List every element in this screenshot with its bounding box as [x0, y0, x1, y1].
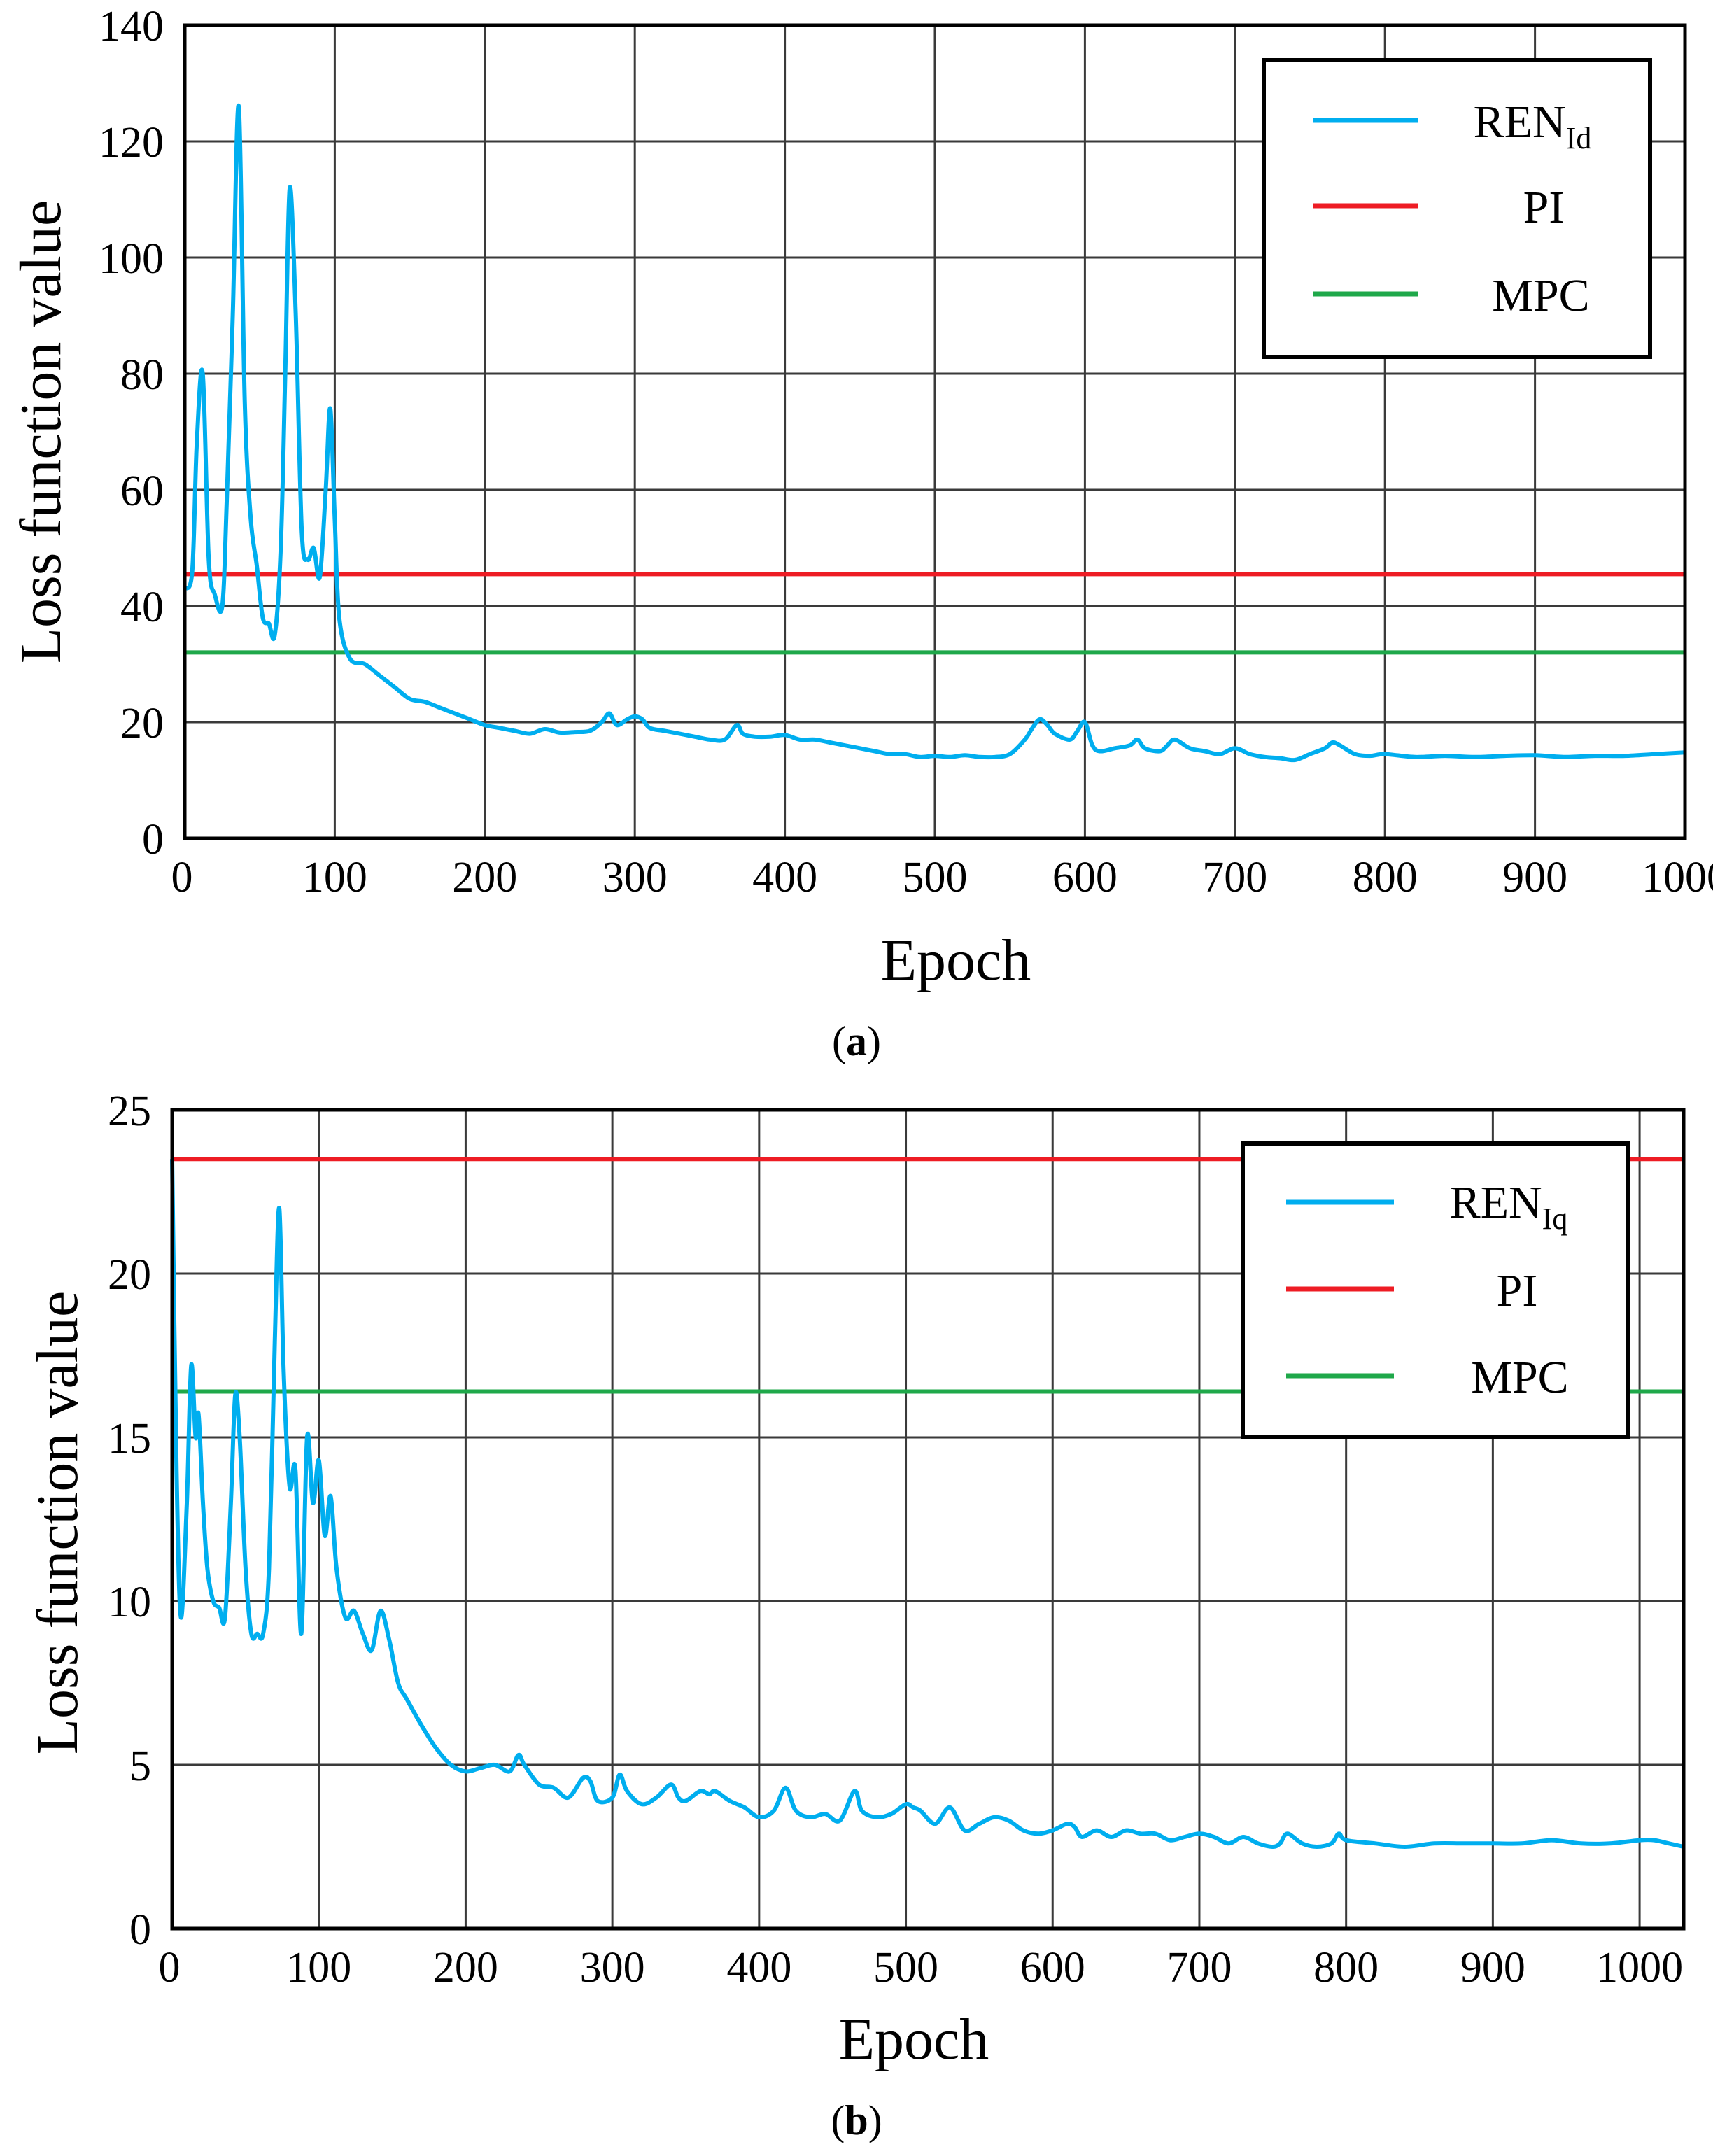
x-axis-label: Epoch — [881, 928, 1031, 993]
x-tick-label: 700 — [1202, 854, 1267, 901]
x-tick-label: 300 — [580, 1944, 645, 1992]
y-tick-label: 25 — [108, 1087, 151, 1135]
x-tick-label: 600 — [1020, 1944, 1085, 1992]
y-tick-label: 140 — [99, 3, 164, 50]
x-tick-label: 700 — [1166, 1944, 1232, 1992]
plot-frame — [183, 23, 1687, 840]
x-tick-label: 100 — [286, 1944, 351, 1992]
x-tick-labels: 0 100 200 300 400 500 600 700 800 900 1000 — [159, 1944, 1684, 1992]
legend-mpc-label: MPC — [1492, 270, 1589, 321]
ren-id-line — [183, 103, 1686, 763]
legend-box — [1262, 58, 1652, 359]
x-tick-label: 1000 — [1596, 1944, 1683, 1992]
x-tick-label: 500 — [873, 1944, 938, 1992]
x-tick-label: 400 — [726, 1944, 791, 1992]
y-tick-label: 40 — [120, 584, 164, 631]
y-axis-label: Loss function value — [25, 1291, 90, 1755]
y-tick-label: 20 — [108, 1251, 151, 1299]
chart-panel-a: 0 100 200 300 400 500 600 700 800 900 1000 0 20 40 60… — [8, 3, 1713, 1064]
caption-a: (a) — [832, 1018, 881, 1064]
legend-ren-label: RENId — [1474, 97, 1592, 155]
legend: RENId PI MPC — [1262, 58, 1652, 359]
y-tick-label: 15 — [108, 1415, 151, 1463]
y-tick-label: 5 — [129, 1742, 151, 1790]
x-tick-label: 1000 — [1642, 854, 1713, 901]
x-tick-label: 400 — [752, 854, 817, 901]
legend-mpc-label: MPC — [1471, 1352, 1568, 1403]
x-axis-label: Epoch — [839, 2007, 989, 2072]
x-tick-label: 900 — [1502, 854, 1567, 901]
x-tick-label: 300 — [602, 854, 668, 901]
y-tick-labels: 0 5 10 15 20 25 — [108, 1087, 151, 1954]
ren-iq-line — [170, 1159, 1684, 1849]
x-tick-label: 500 — [903, 854, 968, 901]
x-tick-label: 100 — [302, 854, 367, 901]
y-tick-labels: 0 20 40 60 80 100 120 140 — [99, 3, 164, 864]
y-tick-label: 60 — [120, 467, 164, 515]
y-tick-label: 10 — [108, 1579, 151, 1626]
legend-ren-label: RENIq — [1450, 1177, 1568, 1236]
x-tick-label: 0 — [171, 854, 193, 901]
y-tick-label: 0 — [142, 816, 164, 864]
x-tick-label: 200 — [433, 1944, 498, 1992]
x-tick-label: 900 — [1460, 1944, 1525, 1992]
legend-pi-label: PI — [1497, 1265, 1538, 1316]
legend: RENIq PI MPC — [1241, 1141, 1630, 1439]
x-tick-label: 800 — [1353, 854, 1418, 901]
plot-frame — [170, 1108, 1686, 1931]
x-tick-label: 800 — [1313, 1944, 1379, 1992]
y-tick-label: 80 — [120, 351, 164, 399]
y-axis-label: Loss function value — [8, 200, 73, 664]
x-tick-label: 600 — [1052, 854, 1118, 901]
x-tick-labels: 0 100 200 300 400 500 600 700 800 900 1000 — [171, 854, 1713, 901]
legend-pi-label: PI — [1523, 182, 1565, 233]
x-tick-label: 0 — [159, 1944, 181, 1992]
caption-b: (b) — [831, 2097, 882, 2143]
y-tick-label: 0 — [129, 1906, 151, 1954]
y-tick-label: 20 — [120, 700, 164, 747]
y-tick-label: 120 — [99, 119, 164, 167]
y-tick-label: 100 — [99, 235, 164, 283]
chart-panel-b: 0 100 200 300 400 500 600 700 800 900 1000 0 5 10 15 2… — [25, 1087, 1686, 2143]
x-tick-label: 200 — [452, 854, 517, 901]
